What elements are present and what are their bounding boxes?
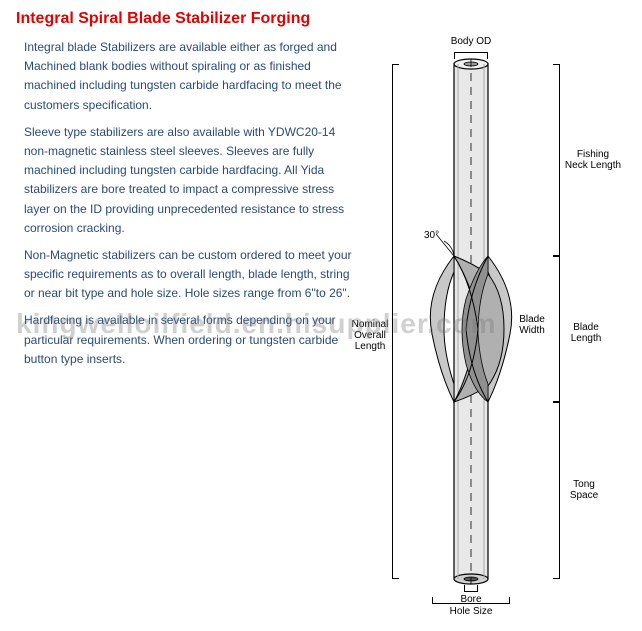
tong-space-label: Tong Space	[564, 479, 604, 501]
page-title: Integral Spiral Blade Stabilizer Forging	[0, 0, 642, 34]
tong-space-bracket	[554, 402, 560, 579]
hole-size-bracket	[432, 598, 510, 604]
fishing-neck-bracket	[554, 64, 560, 256]
blade-length-label: Blade Length	[564, 322, 608, 344]
paragraph-2: Sleeve type stabilizers are also availab…	[24, 123, 354, 238]
bore-bracket	[464, 586, 478, 592]
angle-label: 30°	[424, 230, 439, 241]
paragraph-1: Integral blade Stabilizers are available…	[24, 38, 354, 115]
content-container: Integral blade Stabilizers are available…	[0, 34, 642, 614]
blade-length-bracket	[554, 256, 560, 402]
fishing-neck-label: Fishing Neck Length	[564, 149, 622, 171]
hole-size-label: Hole Size	[444, 606, 498, 617]
nominal-overall-bracket	[392, 64, 398, 579]
paragraph-3: Non-Magnetic stabilizers can be custom o…	[24, 246, 354, 304]
description-column: Integral blade Stabilizers are available…	[24, 34, 354, 614]
diagram-column: Body OD Fishing Neck Length 30° Blade Wi…	[354, 34, 624, 614]
body-od-bracket	[454, 52, 488, 58]
body-od-label: Body OD	[449, 36, 493, 47]
paragraph-4: Hardfacing is available in several forms…	[24, 311, 354, 369]
nominal-overall-label: Nominal Overall Length	[348, 319, 392, 352]
blade-width-label: Blade Width	[514, 314, 550, 336]
